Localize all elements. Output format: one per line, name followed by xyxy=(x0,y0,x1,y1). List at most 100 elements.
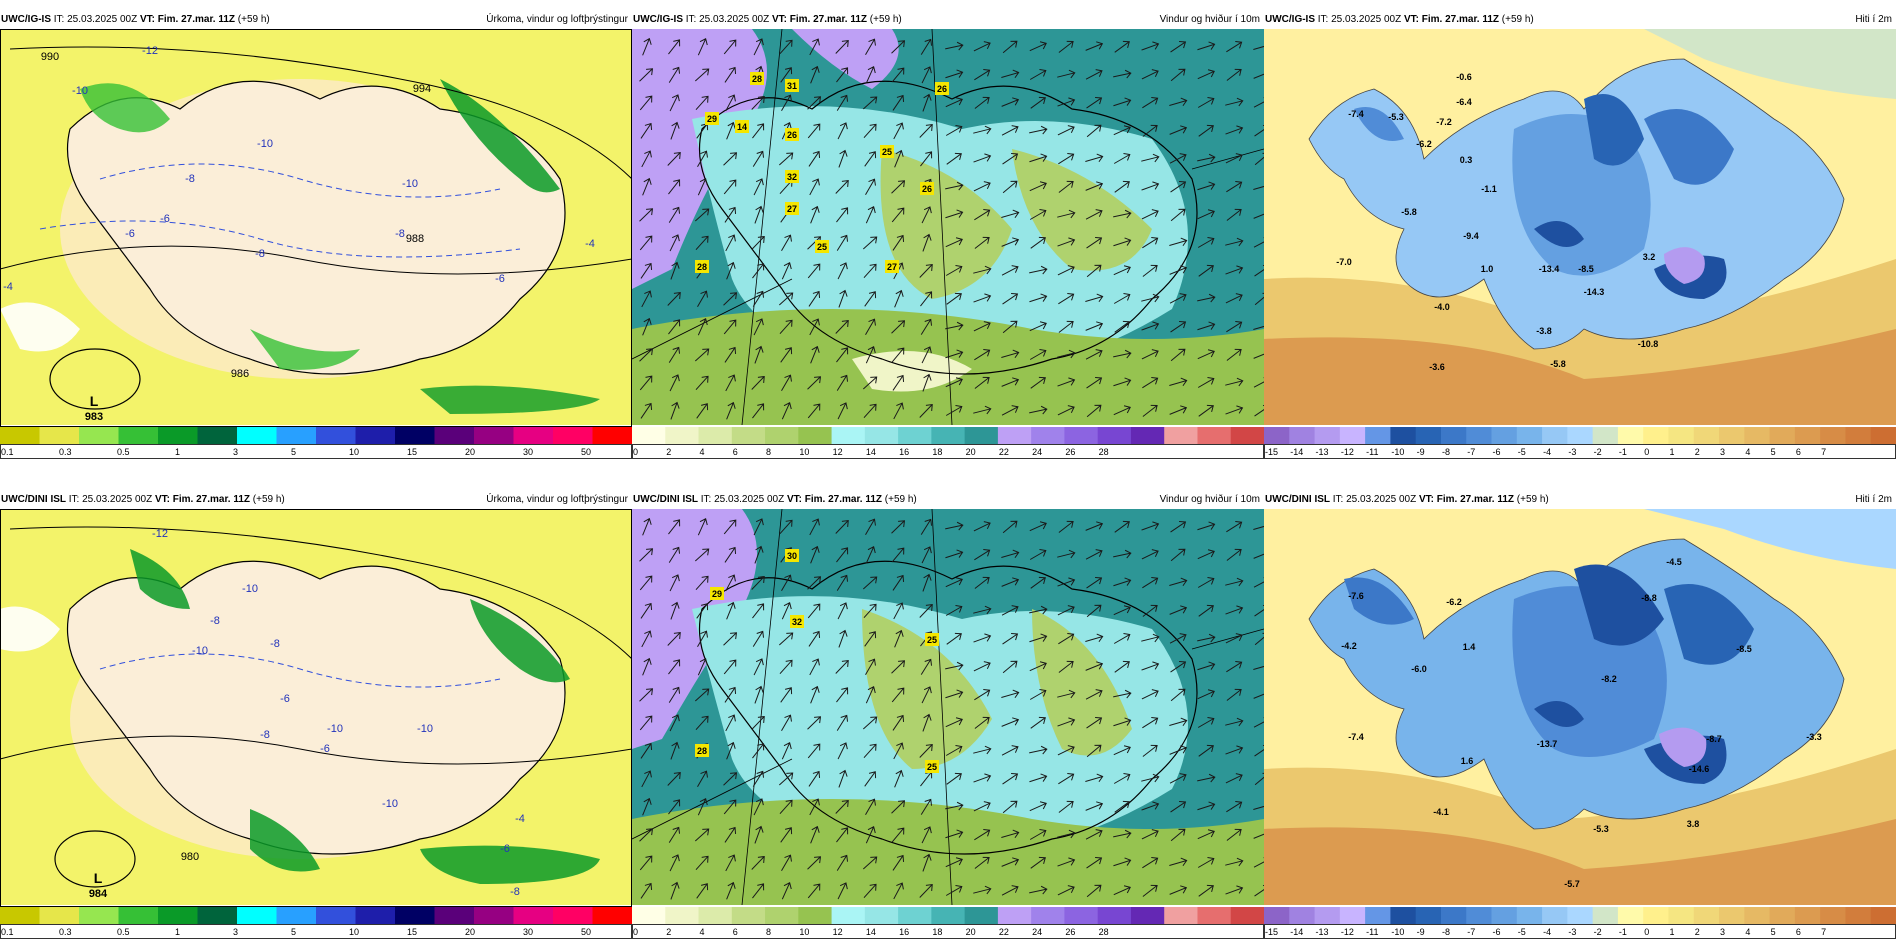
precip-colorbar: 0.1 0.3 0.5 1 3 5 10 15 20 30 50 xyxy=(0,425,632,461)
wind-arrow-icon xyxy=(807,403,821,419)
gust-label: 14 xyxy=(737,122,747,132)
panel-header: UWC/DINI ISL IT: 25.03.2025 00Z VT: Fim.… xyxy=(632,492,1264,508)
wind-arrow-icon xyxy=(835,179,849,194)
colorbar-swatch xyxy=(1164,427,1198,444)
wind-arrow-icon xyxy=(919,743,933,758)
wind-arrow-icon xyxy=(639,375,653,391)
wind-arrow-icon xyxy=(694,208,710,222)
wind-arrow-icon xyxy=(1225,577,1244,587)
wind-colorbar: 0 2 4 6 8 10 12 14 16 18 20 22 24 26 28 xyxy=(632,425,1264,461)
wind-arrow-icon xyxy=(862,96,878,110)
wind-arrow-icon xyxy=(1057,745,1075,756)
colorbar-swatch xyxy=(1230,427,1264,444)
low-letter: L xyxy=(94,870,103,886)
lead-time: (+59 h) xyxy=(1516,494,1549,505)
wind-arrow-icon xyxy=(697,150,708,168)
wind-arrow-icon xyxy=(810,345,820,364)
colorbar-tick-label: 30 xyxy=(523,927,533,937)
wind-arrow-icon xyxy=(1197,773,1216,783)
temperature-label: -5.7 xyxy=(1564,879,1580,889)
gust-label: 29 xyxy=(712,589,722,599)
temperature-label: 1.0 xyxy=(1481,264,1494,274)
colorbar-swatch xyxy=(1794,907,1821,924)
wind-arrow-icon xyxy=(1169,405,1188,415)
wind-arrow-icon xyxy=(1029,521,1047,532)
wind-arrow-icon xyxy=(1197,661,1216,671)
wind-arrow-icon xyxy=(1142,124,1158,137)
wind-arrow-icon xyxy=(694,688,710,702)
panel-igis-temp: UWC/IG-IS IT: 25.03.2025 00Z VT: Fim. 27… xyxy=(1264,12,1900,462)
wind-arrow-icon xyxy=(973,633,992,643)
wind-arrow-icon xyxy=(1086,884,1102,898)
wind-arrow-icon xyxy=(865,346,876,364)
wind-arrow-icon xyxy=(973,745,992,755)
wind-arrow-icon xyxy=(1142,236,1159,249)
lead-time: (+59 h) xyxy=(869,14,902,25)
wind-arrow-icon xyxy=(1029,773,1048,783)
wind-arrow-icon xyxy=(837,742,848,760)
wind-arrow-icon xyxy=(1197,321,1216,331)
colorbar-tick-label: 4 xyxy=(700,927,705,937)
colorbar-tick-label: -11 xyxy=(1366,447,1378,457)
wind-arrow-icon xyxy=(1057,577,1076,587)
wind-arrow-icon xyxy=(640,402,653,419)
wind-arrow-icon xyxy=(807,856,822,870)
colorbar-swatch xyxy=(355,907,396,924)
colorbar-tick-label: 1 xyxy=(175,927,180,937)
wind-arrow-icon xyxy=(891,520,906,534)
contour-label: -10 xyxy=(72,85,88,97)
gust-label: 28 xyxy=(697,746,707,756)
colorbar-swatch xyxy=(1097,907,1132,924)
wind-arrow-icon xyxy=(1169,237,1188,247)
wind-arrow-icon xyxy=(779,659,793,675)
colorbar-swatch xyxy=(355,427,396,444)
wind-arrow-icon xyxy=(752,603,765,619)
colorbar-swatch xyxy=(1516,427,1543,444)
wind-arrow-icon xyxy=(1113,69,1132,79)
wind-arrow-icon xyxy=(1001,377,1020,387)
wind-arrow-icon xyxy=(1058,632,1075,645)
colorbar-swatch xyxy=(1130,907,1165,924)
colorbar-swatch xyxy=(798,907,833,924)
wind-arrow-icon xyxy=(1254,604,1264,617)
wind-arrow-icon xyxy=(891,40,906,54)
colorbar-swatch xyxy=(1031,907,1065,924)
wind-arrow-icon xyxy=(838,629,848,648)
wind-arrow-icon xyxy=(1086,856,1103,869)
colorbar-swatch xyxy=(1794,427,1821,444)
wind-arrow-icon xyxy=(1198,124,1214,137)
temperature-label: -5.8 xyxy=(1401,207,1417,217)
wind-arrow-icon xyxy=(1253,69,1264,79)
wind-arrow-icon xyxy=(919,603,933,618)
wind-arrow-icon xyxy=(1253,689,1264,699)
colorbar-swatch xyxy=(158,907,198,924)
panel-header: UWC/IG-IS IT: 25.03.2025 00Z VT: Fim. 27… xyxy=(632,12,1264,28)
gust-label: 28 xyxy=(697,262,707,272)
wind-arrow-icon xyxy=(1141,181,1160,191)
colorbar-swatch xyxy=(964,427,999,444)
wind-arrow-icon xyxy=(1030,576,1046,589)
colorbar-swatch xyxy=(1491,907,1518,924)
wind-arrow-icon xyxy=(667,151,681,166)
wind-arrow-icon xyxy=(1001,349,1020,359)
wind-arrow-icon xyxy=(1170,180,1187,193)
wind-arrow-icon xyxy=(1058,180,1074,193)
wind-arrow-icon xyxy=(808,150,821,167)
wind-arrow-icon xyxy=(670,121,680,140)
wind-arrow-icon xyxy=(945,549,964,559)
wind-arrow-icon xyxy=(1225,377,1244,387)
wind-arrow-icon xyxy=(809,318,820,336)
wind-arrow-icon xyxy=(1001,605,1019,616)
gust-label: 31 xyxy=(787,81,797,91)
wind-arrow-icon xyxy=(1029,549,1047,560)
wind-arrow-icon xyxy=(1253,377,1264,388)
wind-arrow-icon xyxy=(640,122,653,139)
wind-arrow-icon xyxy=(642,797,652,816)
colorbar-swatch xyxy=(1668,907,1695,924)
wind-arrow-icon xyxy=(1170,688,1186,702)
wind-arrow-icon xyxy=(668,519,681,535)
wind-arrow-icon xyxy=(1197,577,1215,588)
wind-arrow-icon xyxy=(752,263,765,279)
colorbar-swatch xyxy=(898,427,932,444)
valid-time: Fim. 27.mar. 11Z xyxy=(789,14,868,25)
